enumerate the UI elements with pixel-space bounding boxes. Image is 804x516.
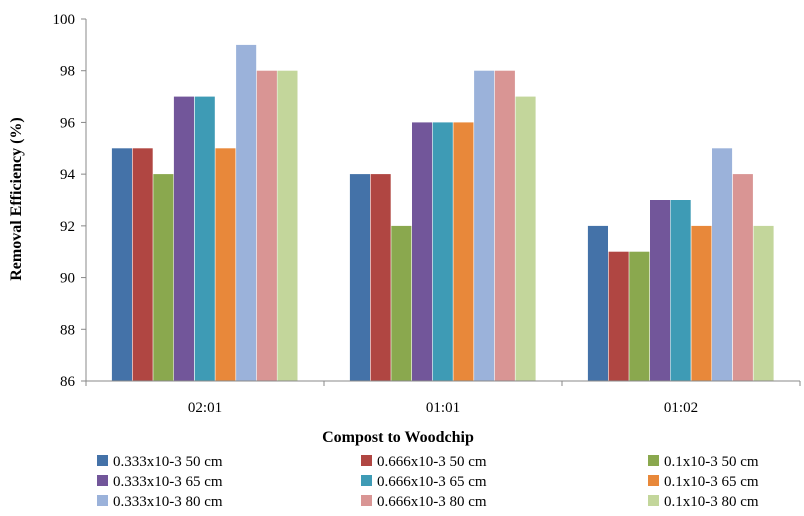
bar [494,70,515,381]
y-tick-label: 86 [60,374,76,390]
legend-label: 0.1x10-3 80 cm [664,494,759,510]
legend-swatch [361,455,372,466]
bar [153,174,174,381]
legend-label: 0.666x10-3 50 cm [377,454,487,470]
y-tick-label: 90 [60,271,75,287]
legend-swatch [97,475,108,486]
x-tick-label: 01:01 [426,400,460,416]
bar [515,96,536,381]
bar [111,148,132,381]
bar [753,225,774,381]
y-tick-label: 100 [53,12,76,28]
x-tick-label: 02:01 [188,400,222,416]
legend-label: 0.666x10-3 80 cm [377,494,487,510]
axes-layer: 02:01 01:01 01:02 86 88 90 92 94 96 98 100 [53,12,801,416]
bar [691,225,712,381]
bar [608,251,629,381]
legend-label: 0.666x10-3 65 cm [377,474,487,490]
y-tick-label: 88 [60,322,75,338]
bar [349,174,370,381]
legend-swatch [648,475,659,486]
legend-swatch [97,495,108,506]
y-axis-title: Removal Efficiency (%) [8,117,25,281]
legend-label: 0.333x10-3 65 cm [113,474,223,490]
legend-swatch [648,455,659,466]
bars-layer [111,44,774,382]
y-tick-label: 94 [60,167,76,183]
bar [412,122,433,382]
y-tick-label: 98 [60,64,75,80]
legend-label: 0.333x10-3 50 cm [113,454,223,470]
legend-label: 0.1x10-3 65 cm [664,474,759,490]
bar [453,122,474,382]
bar [391,225,412,381]
bar [712,148,733,381]
bar [194,96,215,381]
bar [587,225,608,381]
legend-swatch [97,455,108,466]
x-axis-title: Compost to Woodchip [322,429,474,446]
y-tick-label: 96 [60,115,76,131]
bar [650,200,671,381]
bar [732,174,753,381]
bar [215,148,236,381]
bar [173,96,194,381]
legend-label: 0.333x10-3 80 cm [113,494,223,510]
legend-swatch [361,475,372,486]
y-tick-label: 92 [60,219,75,235]
bar [277,70,298,381]
legend-swatch [648,495,659,506]
bar [256,70,277,381]
bar [132,148,153,381]
bar [432,122,453,382]
legend-label: 0.1x10-3 50 cm [664,454,759,470]
bar [474,70,495,381]
x-tick-label: 01:02 [664,400,698,416]
bar [670,200,691,381]
bar [370,174,391,381]
bar [236,44,257,382]
legend: 0.333x10-3 50 cm 0.666x10-3 50 cm 0.1x10-3… [97,454,759,510]
bar [629,251,650,381]
legend-swatch [361,495,372,506]
